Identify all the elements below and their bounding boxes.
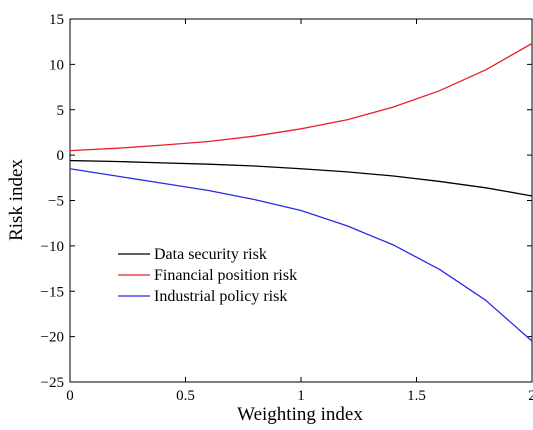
x-tick-label: 2 (528, 388, 533, 404)
legend-entry-label: Industrial policy risk (154, 288, 287, 305)
series-line-1 (69, 159, 533, 197)
y-axis-label: Risk index (6, 159, 27, 241)
x-tick-label: 0.5 (176, 388, 195, 404)
y-tick-label: −15 (41, 284, 64, 300)
y-tick-label: −5 (48, 194, 64, 210)
x-axis-label: Weighting index (237, 404, 363, 425)
y-tick-label: −20 (41, 330, 64, 346)
y-tick-label: 10 (49, 57, 64, 73)
x-tick-label: 0 (66, 388, 74, 404)
series-line-2 (69, 42, 533, 152)
legend: Data security risk Financial position ris… (118, 246, 297, 305)
y-tick-label: 0 (57, 148, 65, 164)
plot-area (69, 18, 533, 383)
series-lines (69, 42, 533, 342)
y-tick-label: 5 (57, 103, 65, 119)
x-tick-label: 1 (297, 388, 305, 404)
y-tick-label: −25 (41, 375, 64, 391)
legend-entry-label: Financial position risk (154, 267, 297, 284)
y-axis-ticks: 15 10 5 0 −5 −10 −15 −20 −25 (41, 12, 532, 391)
plot-frame (69, 18, 533, 383)
series-line-3 (69, 168, 533, 342)
x-tick-label: 1.5 (407, 388, 426, 404)
x-axis-ticks: 0 0.5 1 1.5 2 (66, 19, 533, 404)
y-tick-label: −10 (41, 239, 64, 255)
legend-entry-label: Data security risk (154, 246, 267, 263)
y-tick-label: 15 (49, 12, 64, 28)
